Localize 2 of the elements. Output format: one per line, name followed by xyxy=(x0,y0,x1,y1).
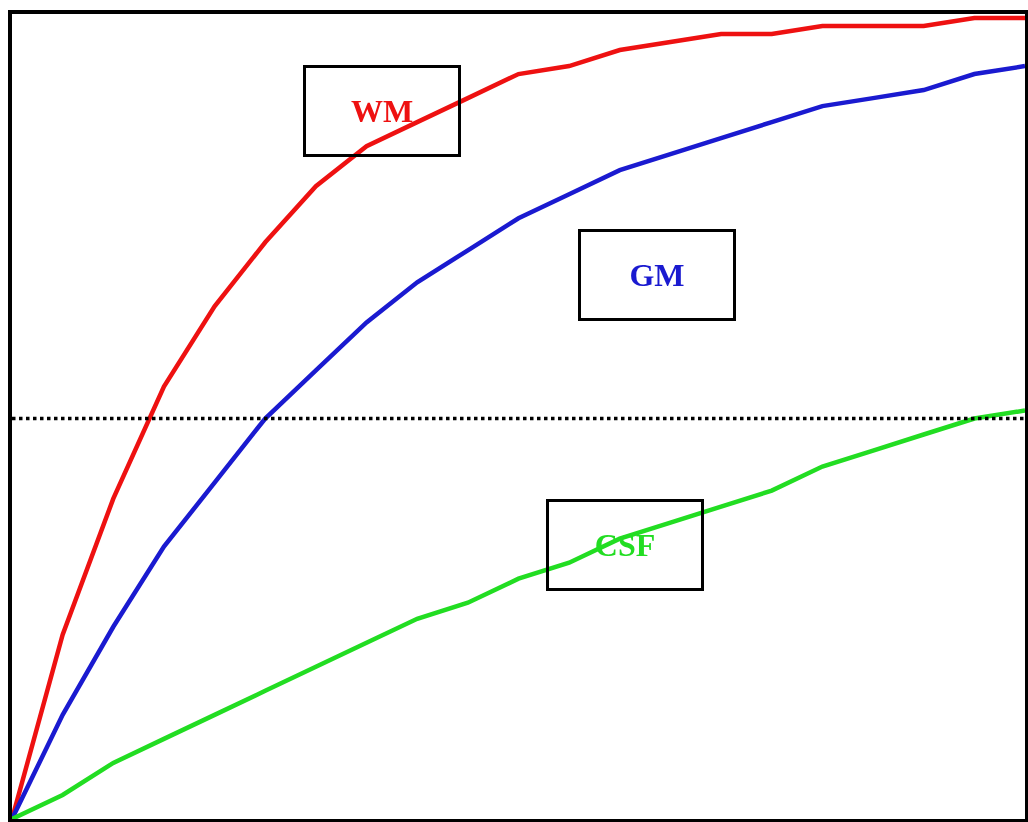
series-label: WM xyxy=(350,93,414,129)
text: GM xyxy=(629,257,685,293)
